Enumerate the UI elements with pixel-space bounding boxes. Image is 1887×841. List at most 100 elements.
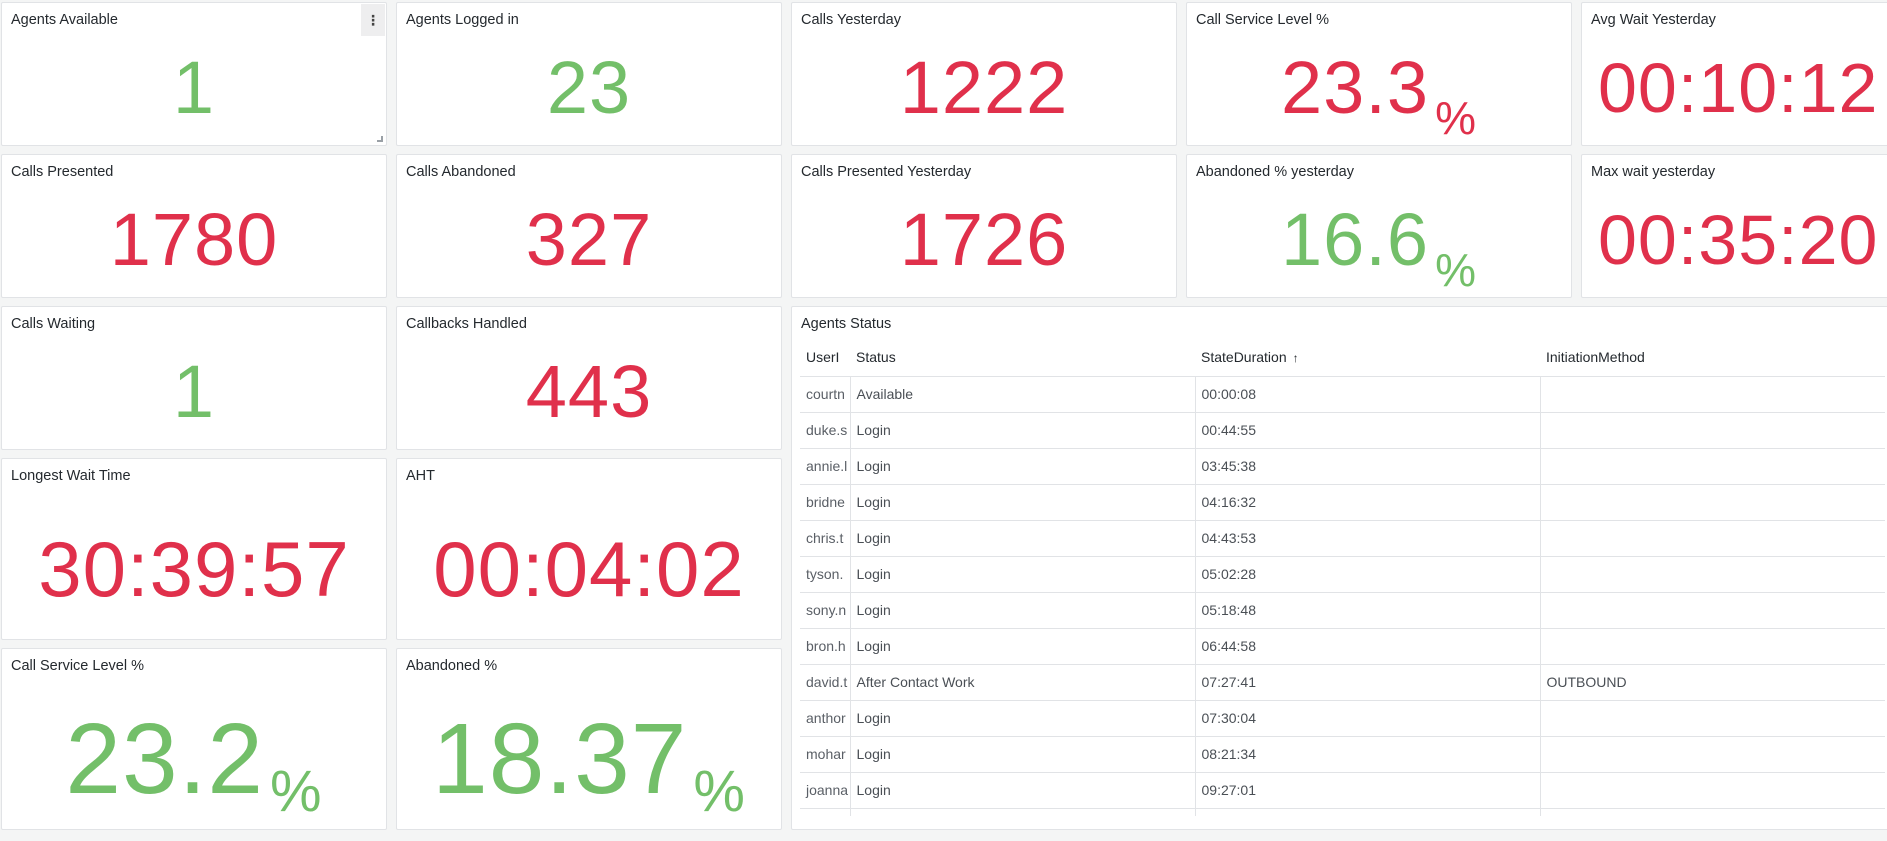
table-row: joanna Login 09:27:01 <box>800 772 1885 809</box>
cell-duration: 09:27:01 <box>1195 772 1541 809</box>
cell-duration: 00:00:08 <box>1195 376 1541 413</box>
panel-calls-presented: Calls Presented 1780 <box>1 154 387 298</box>
stat-number: 1222 <box>899 46 1069 129</box>
panel-menu-icon[interactable]: ⋮ <box>361 4 385 36</box>
cell-duration: 07:27:41 <box>1195 664 1541 701</box>
panel-calls-presented-yesterday: Calls Presented Yesterday 1726 <box>791 154 1177 298</box>
stat-number: 23.2 <box>65 703 265 815</box>
table-row: bron.h Login 06:44:58 <box>800 628 1885 665</box>
table-header-row: UserI Status StateDuration ↑ InitiationMe… <box>800 339 1885 377</box>
panel-longest-wait-time: Longest Wait Time 30:39:57 <box>1 458 387 640</box>
stat-unit: % <box>270 759 323 824</box>
panel-abandoned-pct: Abandoned % 18.37 % <box>396 648 782 830</box>
cell-status: After Contact Work <box>850 664 1196 701</box>
cell-empty <box>1195 808 1541 816</box>
cell-duration: 05:02:28 <box>1195 556 1541 593</box>
agents-status-table-wrap: UserI Status StateDuration ↑ InitiationMe… <box>800 339 1885 816</box>
cell-status: Login <box>850 520 1196 557</box>
panel-title: Call Service Level % <box>1196 12 1329 28</box>
column-header-status[interactable]: Status <box>850 339 1195 377</box>
column-label: UserI <box>806 349 840 366</box>
stat-value: 23.3 % <box>1187 31 1571 145</box>
panel-title: Callbacks Handled <box>406 316 527 332</box>
column-header-state-duration[interactable]: StateDuration ↑ <box>1195 339 1540 377</box>
panel-abandoned-pct-yesterday: Abandoned % yesterday 16.6 % <box>1186 154 1572 298</box>
panel-callbacks-handled: Callbacks Handled 443 <box>396 306 782 450</box>
cell-empty <box>1540 808 1885 816</box>
table-row: annie.l Login 03:45:38 <box>800 448 1885 485</box>
stat-value: 1726 <box>792 183 1176 297</box>
stat-number: 30:39:57 <box>38 525 350 613</box>
column-label: Status <box>856 349 896 366</box>
cell-status: Login <box>850 736 1196 773</box>
stat-number: 1 <box>172 350 216 433</box>
cell-user: bridne <box>800 484 851 521</box>
panel-agents-available[interactable]: Agents Available ⋮ 1 <box>1 2 387 146</box>
panel-agents-status: Agents Status UserI Status StateDuration… <box>791 306 1887 830</box>
panel-agents-logged-in: Agents Logged in 23 <box>396 2 782 146</box>
stat-value: 1 <box>2 31 386 145</box>
resize-handle-icon[interactable] <box>377 136 383 142</box>
panel-title: Longest Wait Time <box>11 468 131 484</box>
stat-number: 1 <box>172 46 216 129</box>
cell-user: sony.n <box>800 592 851 629</box>
stat-value: 1222 <box>792 31 1176 145</box>
panel-avg-wait-yesterday: Avg Wait Yesterday 00:10:12 <box>1581 2 1887 146</box>
table-row: anthor Login 07:30:04 <box>800 700 1885 737</box>
table-row: mohar Login 08:21:34 <box>800 736 1885 773</box>
panel-calls-waiting: Calls Waiting 1 <box>1 306 387 450</box>
agents-status-table: UserI Status StateDuration ↑ InitiationMe… <box>800 339 1885 816</box>
stat-number: 443 <box>525 350 653 433</box>
stat-number: 16.6 <box>1281 198 1430 281</box>
table-row-partial <box>800 808 1885 816</box>
cell-method <box>1540 592 1885 629</box>
stat-value: 23.2 % <box>2 689 386 829</box>
panel-title: AHT <box>406 468 435 484</box>
cell-duration: 05:18:48 <box>1195 592 1541 629</box>
table-row: sony.n Login 05:18:48 <box>800 592 1885 629</box>
cell-user: tyson. <box>800 556 851 593</box>
stat-number: 23 <box>546 46 632 129</box>
cell-status: Login <box>850 484 1196 521</box>
panel-title: Agents Logged in <box>406 12 519 28</box>
panel-title: Max wait yesterday <box>1591 164 1716 180</box>
cell-empty <box>850 808 1196 816</box>
stat-value: 30:39:57 <box>2 499 386 639</box>
panel-call-service-level: Call Service Level % 23.2 % <box>1 648 387 830</box>
stat-number: 1726 <box>899 198 1069 281</box>
stat-unit: % <box>1435 244 1477 296</box>
stat-value: 327 <box>397 183 781 297</box>
table-row: duke.s Login 00:44:55 <box>800 412 1885 449</box>
stat-value: 00:04:02 <box>397 499 781 639</box>
cell-empty <box>800 808 851 816</box>
cell-method <box>1540 556 1885 593</box>
column-header-user[interactable]: UserI <box>800 339 850 377</box>
cell-user: joanna <box>800 772 851 809</box>
cell-method: OUTBOUND <box>1540 664 1885 701</box>
cell-user: annie.l <box>800 448 851 485</box>
column-header-initiation-method[interactable]: InitiationMethod <box>1540 339 1885 377</box>
panel-title: Calls Waiting <box>11 316 96 332</box>
cell-status: Login <box>850 628 1196 665</box>
cell-method <box>1540 376 1885 413</box>
table-row: david.t After Contact Work 07:27:41 OUTB… <box>800 664 1885 701</box>
table-row: tyson. Login 05:02:28 <box>800 556 1885 593</box>
cell-duration: 04:43:53 <box>1195 520 1541 557</box>
stat-value: 16.6 % <box>1187 183 1571 297</box>
cell-duration: 03:45:38 <box>1195 448 1541 485</box>
cell-status: Login <box>850 448 1196 485</box>
stat-number: 00:35:20 <box>1598 201 1879 279</box>
stat-number: 00:10:12 <box>1598 49 1879 127</box>
sort-ascending-icon: ↑ <box>1292 351 1299 366</box>
panel-call-service-level-yesterday: Call Service Level % 23.3 % <box>1186 2 1572 146</box>
cell-method <box>1540 628 1885 665</box>
cell-method <box>1540 736 1885 773</box>
table-row: chris.t Login 04:43:53 <box>800 520 1885 557</box>
panel-title: Calls Presented Yesterday <box>801 164 972 180</box>
panel-title: Avg Wait Yesterday <box>1591 12 1716 28</box>
cell-user: chris.t <box>800 520 851 557</box>
cell-status: Login <box>850 592 1196 629</box>
stat-number: 18.37 <box>432 703 688 815</box>
cell-duration: 04:16:32 <box>1195 484 1541 521</box>
